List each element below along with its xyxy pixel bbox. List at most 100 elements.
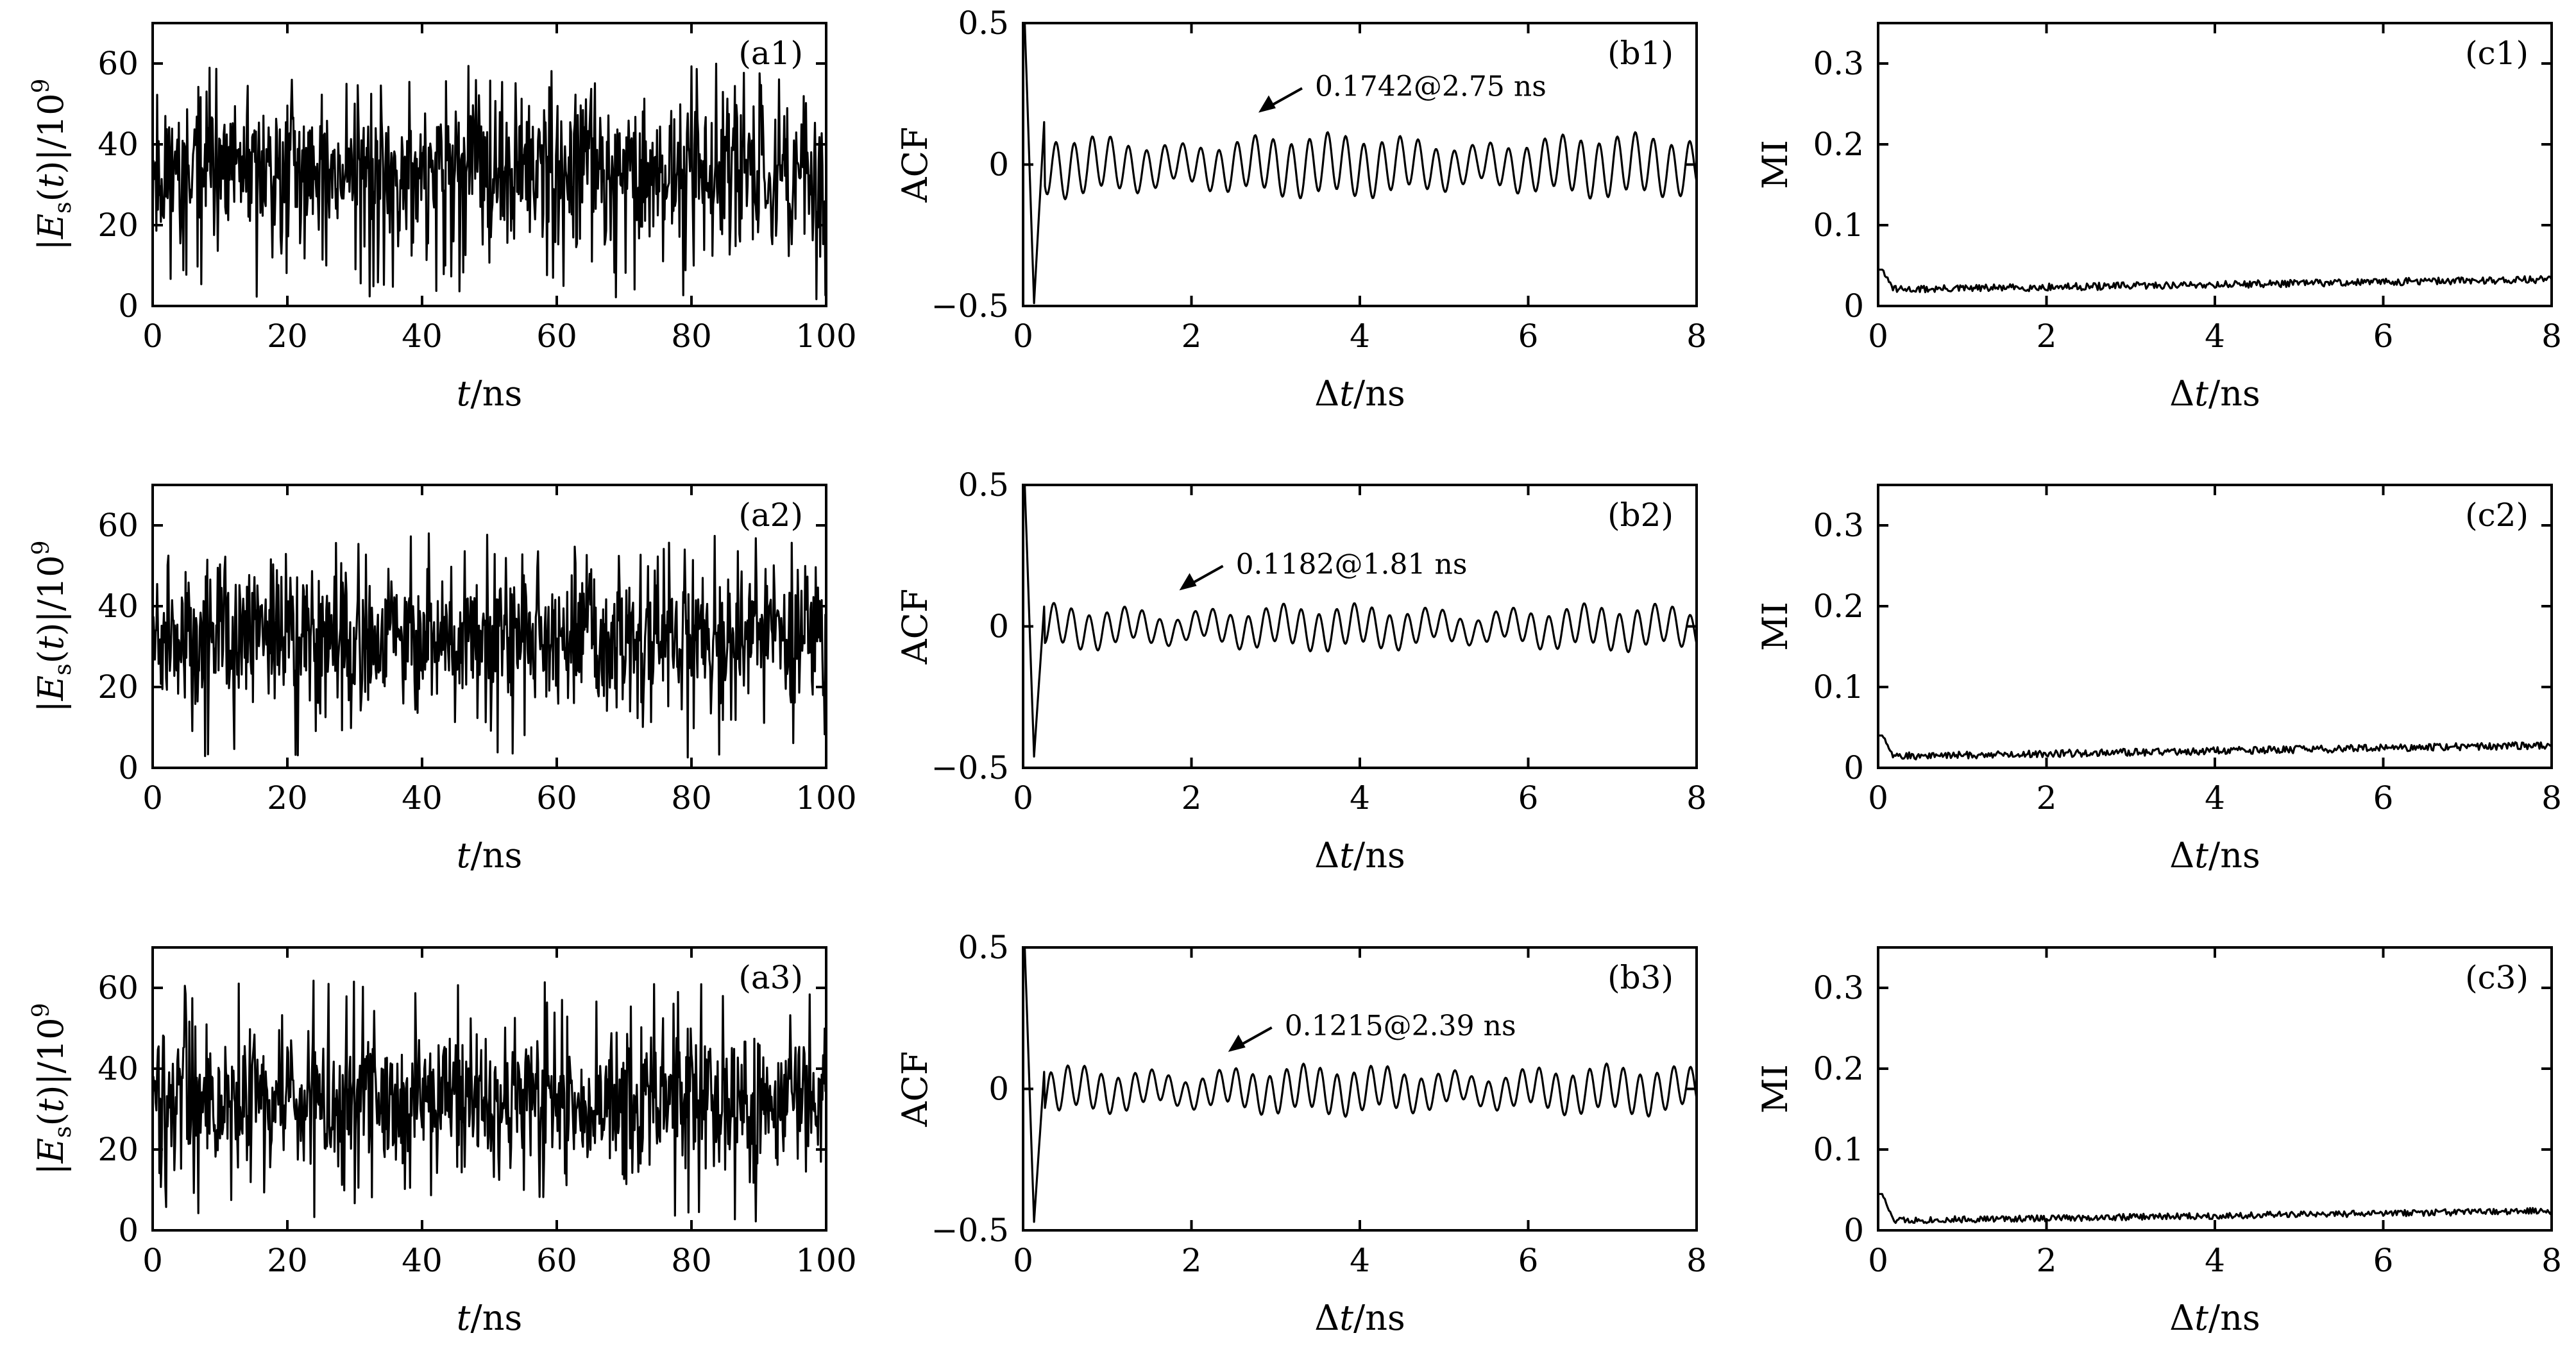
y-axis-label-a1: |Es(t)|/109	[28, 79, 76, 251]
annotation-arrow-b2	[1189, 564, 1224, 586]
x-axis-label-c2: Δt/ns	[2169, 835, 2260, 876]
x-tick-label-c2-2: 4	[2205, 779, 2225, 817]
y-tick-label-a1-2: 40	[97, 126, 139, 163]
y-tick-label-a3-3: 60	[97, 969, 139, 1006]
series-line-b2	[1022, 484, 1698, 758]
x-axis-label-c1: Δt/ns	[2169, 373, 2260, 414]
series-line-a2	[151, 532, 827, 759]
x-tick-label-a2-2: 40	[402, 779, 443, 817]
y-tick-label-c1-0: 0	[1843, 287, 1864, 325]
x-tick-label-c3-0: 0	[1868, 1242, 1888, 1279]
panel-a3: 0 20 40 60 80 100 0 20 40 60 t/ns |Es(t)|/109 (a3)	[28, 946, 857, 1338]
x-axis-label-a1: t/ns	[457, 373, 522, 414]
panel-label-a1: (a1)	[738, 35, 803, 72]
series-line-c3	[1878, 1192, 2553, 1225]
x-tick-label-b3-2: 4	[1350, 1242, 1370, 1279]
x-tick-label-b2-2: 4	[1350, 779, 1370, 817]
x-tick-label-a3-1: 20	[267, 1242, 308, 1279]
y-tick-label-a2-3: 60	[97, 507, 139, 544]
x-tick-label-b3-0: 0	[1013, 1242, 1033, 1279]
y-axis-label-a3: |Es(t)|/109	[28, 1003, 76, 1175]
x-tick-label-c2-1: 2	[2037, 779, 2057, 817]
panel-c3: 0 2 4 6 8 0 0.1 0.2 0.3 Δt/ns MI (c3)	[1755, 946, 2562, 1338]
annotation-label-b3: 0.1215@2.39 ns	[1285, 1010, 1516, 1042]
y-axis-label-a2: |Es(t)|/109	[28, 541, 76, 713]
series-line-a1	[151, 62, 827, 300]
y-axis-label-b1: ACF	[895, 127, 935, 203]
annotation-label-b1: 0.1742@2.75 ns	[1315, 71, 1546, 103]
y-tick-label-c1-3: 0.3	[1813, 45, 1864, 82]
series-line-b3	[1022, 946, 1698, 1223]
y-tick-label-c3-3: 0.3	[1813, 969, 1864, 1006]
y-tick-label-b3-1: 0	[988, 1071, 1009, 1108]
x-tick-label-a1-3: 60	[536, 318, 577, 355]
y-axis-label-c2: MI	[1755, 602, 1795, 651]
x-tick-label-b1-3: 6	[1518, 318, 1539, 355]
x-tick-label-a1-4: 80	[671, 318, 712, 355]
series-line-c2	[1878, 734, 2552, 761]
x-tick-label-c2-0: 0	[1868, 779, 1888, 817]
y-tick-label-c3-2: 0.2	[1813, 1050, 1864, 1087]
panel-label-a3: (a3)	[738, 959, 803, 996]
annotation-arrowhead-b1	[1258, 95, 1276, 113]
x-tick-label-c3-4: 8	[2541, 1242, 2562, 1279]
x-tick-label-a1-5: 100	[795, 318, 856, 355]
x-axis-label-c3: Δt/ns	[2169, 1298, 2260, 1338]
y-tick-label-a2-1: 20	[97, 668, 139, 706]
y-axis-label-c1: MI	[1755, 140, 1795, 189]
x-tick-label-a2-0: 0	[142, 779, 163, 817]
x-tick-label-a2-3: 60	[536, 779, 577, 817]
y-axis-label-b3: ACF	[895, 1051, 935, 1128]
panel-c2: 0 2 4 6 8 0 0.1 0.2 0.3 Δt/ns MI (c2)	[1755, 484, 2562, 876]
y-tick-label-a1-3: 60	[97, 45, 139, 82]
x-tick-label-b3-3: 6	[1518, 1242, 1539, 1279]
y-tick-label-b2-1: 0	[988, 608, 1009, 645]
y-tick-label-c3-1: 0.1	[1813, 1131, 1864, 1168]
x-tick-label-b2-3: 6	[1518, 779, 1539, 817]
y-tick-label-a3-2: 40	[97, 1050, 139, 1087]
series-line-a3	[151, 980, 827, 1223]
y-tick-label-b1-2: 0.5	[958, 4, 1009, 42]
x-tick-label-c1-0: 0	[1868, 318, 1888, 355]
y-tick-label-a3-1: 20	[97, 1131, 139, 1168]
x-tick-label-c3-1: 2	[2037, 1242, 2057, 1279]
panel-label-a2: (a2)	[738, 496, 803, 534]
axes-frame-a3	[151, 946, 827, 1232]
x-tick-label-c3-3: 6	[2373, 1242, 2394, 1279]
panel-c1: 0 2 4 6 8 0 0.1 0.2 0.3 Δt/ns MI (c1)	[1755, 22, 2562, 414]
x-axis-label-b1: Δt/ns	[1314, 373, 1405, 414]
y-tick-label-b3-2: 0.5	[958, 929, 1009, 966]
x-tick-label-c1-2: 4	[2205, 318, 2225, 355]
panel-label-c1: (c1)	[2465, 35, 2529, 72]
x-tick-label-a1-2: 40	[402, 318, 443, 355]
y-tick-label-a3-0: 0	[118, 1212, 139, 1249]
annotation-arrow-b3	[1237, 1026, 1273, 1048]
y-tick-label-b1-0: −0.5	[931, 287, 1009, 325]
x-tick-label-b1-1: 2	[1182, 318, 1202, 355]
panel-label-c3: (c3)	[2465, 959, 2529, 996]
y-axis-label-c3: MI	[1755, 1064, 1795, 1114]
annotation-arrow-b1	[1267, 87, 1303, 108]
series-line-b1	[1022, 22, 1698, 305]
panel-a2: 0 20 40 60 80 100 0 20 40 60 t/ns |Es(t)|/109 (a2)	[28, 484, 857, 876]
x-tick-label-c3-2: 4	[2205, 1242, 2225, 1279]
panel-label-b1: (b1)	[1607, 35, 1674, 72]
x-tick-label-b1-2: 4	[1350, 318, 1370, 355]
x-tick-label-c2-3: 6	[2373, 779, 2394, 817]
y-axis-label-b2: ACF	[895, 589, 935, 665]
axes-frame-c1	[1877, 22, 2553, 307]
y-tick-label-b3-0: −0.5	[931, 1212, 1009, 1249]
x-tick-label-c1-3: 6	[2373, 318, 2394, 355]
x-tick-label-a2-1: 20	[267, 779, 308, 817]
y-tick-label-c1-1: 0.1	[1813, 207, 1864, 244]
panel-label-b3: (b3)	[1607, 959, 1674, 996]
x-tick-label-b1-4: 8	[1686, 318, 1707, 355]
y-tick-label-c3-0: 0	[1843, 1212, 1864, 1249]
x-tick-label-a2-5: 100	[795, 779, 856, 817]
x-tick-label-a3-0: 0	[142, 1242, 163, 1279]
x-axis-label-b3: Δt/ns	[1314, 1298, 1405, 1338]
